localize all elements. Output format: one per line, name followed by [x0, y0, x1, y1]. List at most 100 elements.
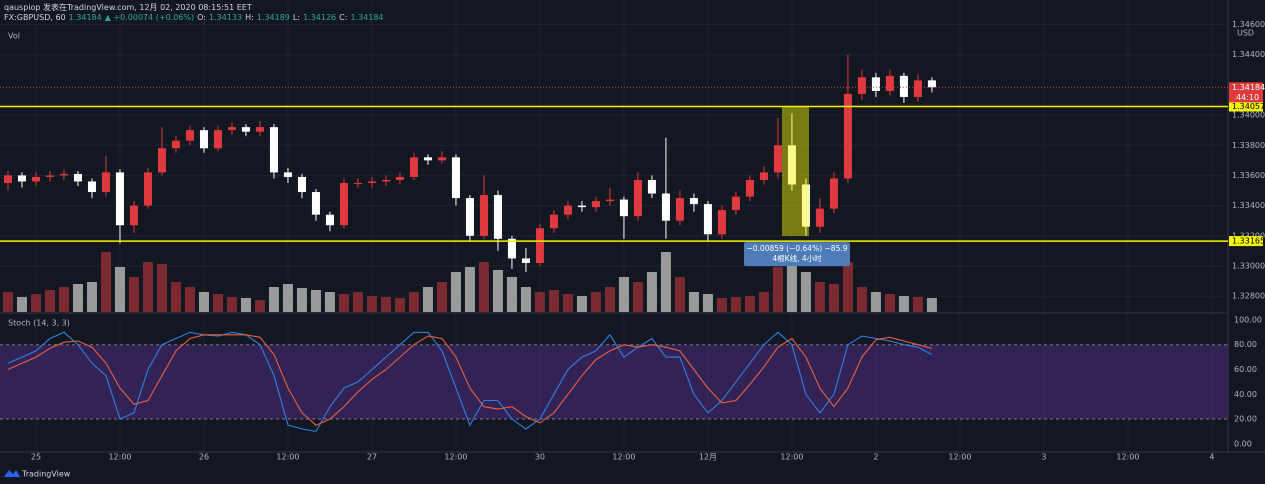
candle-body [479, 195, 488, 236]
x-tick-label: 27 [367, 453, 377, 462]
x-tick-label: 2 [873, 453, 878, 462]
x-tick-label: 3 [1041, 453, 1046, 462]
candle-body [115, 172, 124, 226]
volume-bar [800, 272, 811, 312]
ohlc-label: O: [197, 13, 206, 22]
candle-body [689, 198, 698, 205]
volume-bar [114, 267, 125, 312]
x-tick-label: 12:00 [444, 453, 467, 462]
candle-body [3, 175, 12, 183]
last: 1.34184 [68, 13, 102, 22]
candle-body [661, 193, 670, 221]
change: ▲ +0.00074 (+0.06%) [104, 13, 195, 22]
ohlc-label: L: [292, 13, 301, 22]
candle-body [157, 148, 166, 173]
price-tag [1229, 101, 1263, 112]
volume-bar [534, 292, 545, 312]
candle-body [255, 127, 264, 132]
candle-body [773, 145, 782, 173]
candle-body [451, 157, 460, 199]
candle-body [605, 199, 614, 202]
published: qauspiop 发表在TradingView.com, 12月 02, 202… [4, 3, 252, 12]
candle-body [899, 75, 908, 97]
volume-bar [394, 298, 405, 312]
measure-box [744, 242, 850, 267]
candle-body [507, 238, 516, 259]
candle-body [563, 205, 572, 215]
candle-body [927, 80, 936, 88]
price-tag-label: 1.34184 [1232, 83, 1265, 92]
volume-bar [352, 292, 363, 312]
header-line: qauspiop 发表在TradingView.com, 12月 02, 202… [4, 2, 255, 13]
volume-bar [450, 272, 461, 312]
candle-body [283, 172, 292, 177]
ohlc-value: 1.34133 [209, 13, 243, 22]
volume-bar [744, 296, 755, 312]
brand: TradingView [21, 470, 71, 479]
y-tick-label: 80.00 [1234, 340, 1257, 349]
y-tick-label: 1.34000 [1232, 111, 1265, 120]
candle-body [549, 214, 558, 229]
candle-body [913, 80, 922, 97]
price-tag-label: 1.34057 [1232, 102, 1265, 111]
x-tick-label: 12:00 [780, 453, 803, 462]
volume-bar [506, 277, 517, 312]
candle-body [675, 198, 684, 221]
volume-bar [282, 284, 293, 312]
volume-bar [44, 290, 55, 312]
volume-bar [128, 277, 139, 312]
candle-body [577, 205, 586, 208]
candle-body [535, 228, 544, 263]
candle-body [101, 172, 110, 193]
y-tick-label: 40.00 [1234, 390, 1257, 399]
volume-bar [436, 282, 447, 312]
volume-bar [926, 298, 937, 312]
volume-bar [324, 292, 335, 312]
volume-bar [828, 284, 839, 312]
candle-body [885, 75, 894, 91]
y-tick-label: 20.00 [1234, 415, 1257, 424]
ohlc-value: 1.34189 [256, 13, 290, 22]
candle-body [171, 140, 180, 149]
volume-bar [674, 277, 685, 312]
y-tick-label: 1.33200 [1232, 231, 1265, 240]
candle-body [297, 176, 306, 193]
volume-bar [562, 294, 573, 312]
x-tick-label: 30 [535, 453, 545, 462]
y-tick-label: 1.34400 [1232, 50, 1265, 59]
candle-body [731, 196, 740, 211]
candle-body [87, 181, 96, 193]
volume-bar [254, 300, 265, 312]
candle-body [857, 77, 866, 94]
candle-body [745, 179, 754, 197]
y-tick-label: 1.33800 [1232, 141, 1265, 150]
volume-bar [464, 267, 475, 312]
volume-bar [170, 282, 181, 312]
volume-bar [380, 297, 391, 312]
ohlc-label: C: [339, 13, 348, 22]
volume-bar [884, 294, 895, 312]
volume-bar [86, 282, 97, 312]
x-tick-label: 12:00 [1116, 453, 1139, 462]
y-tick-label: 1.34600 [1232, 20, 1265, 29]
volume-bar [16, 297, 27, 312]
volume-bar [100, 252, 111, 312]
measure-sublabel: 4根K线, 4小时 [772, 253, 822, 263]
candle-body [353, 182, 362, 184]
volume-bar [814, 282, 825, 312]
x-tick-label: 4 [1209, 453, 1214, 462]
x-tick-label: 25 [31, 453, 41, 462]
volume-bar [212, 294, 223, 312]
volume-bar [268, 287, 279, 312]
volume-bar [156, 264, 167, 312]
volume-bar [2, 292, 13, 312]
volume-bar [856, 287, 867, 312]
volume-bar [296, 288, 307, 312]
volume-bar [198, 292, 209, 312]
x-tick-label: 12:00 [612, 453, 635, 462]
candle-body [619, 199, 628, 217]
candle-body [241, 127, 250, 132]
volume-bar [576, 296, 587, 312]
